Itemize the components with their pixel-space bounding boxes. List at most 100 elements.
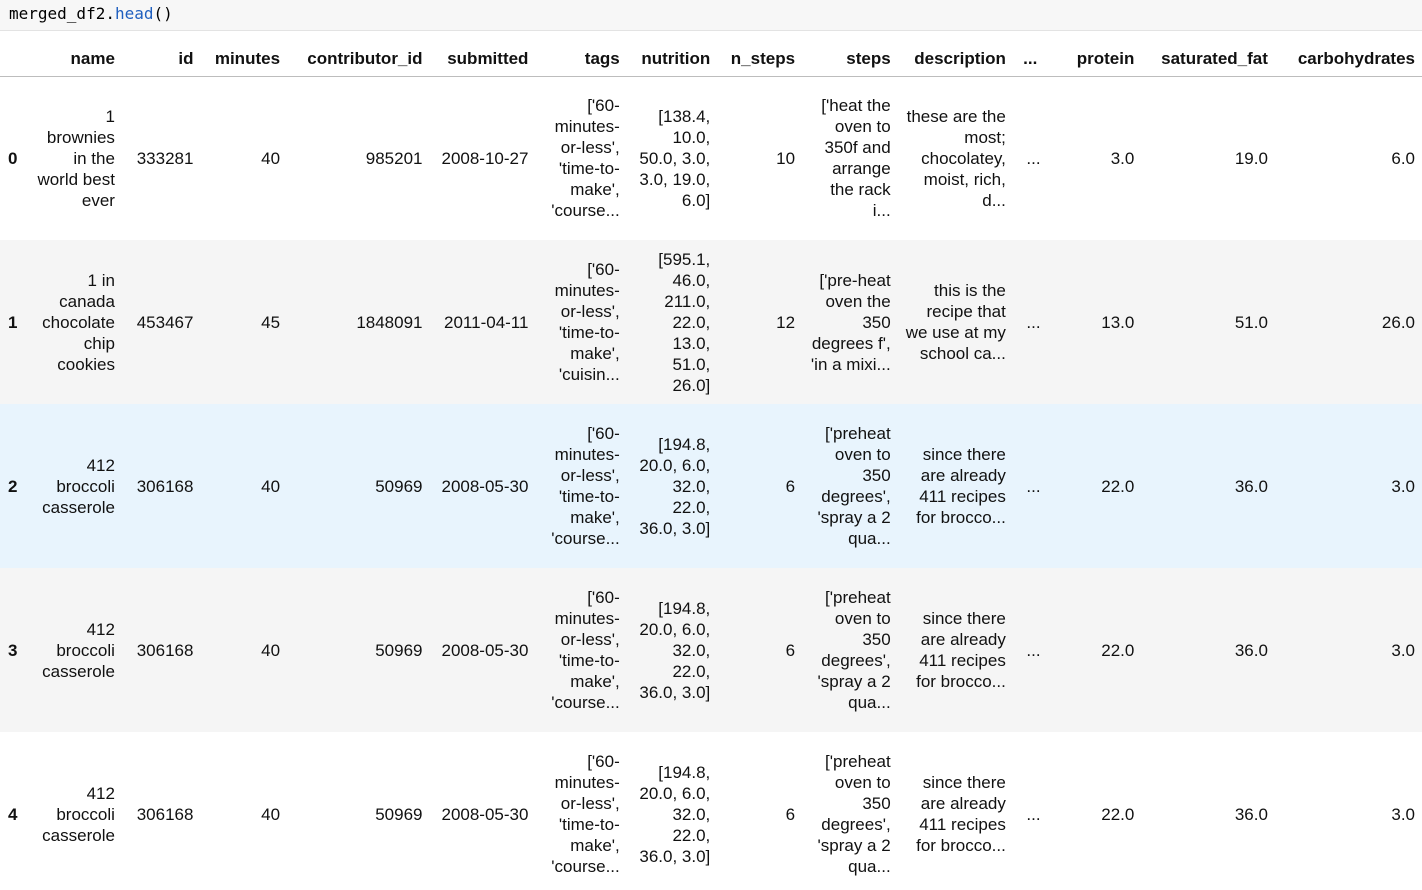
cell-steps: ['preheat oven to 350 degrees', 'spray a… [817, 752, 891, 876]
cell-id: 306168 [136, 476, 194, 496]
cell-description: since there are already 411 recipes for … [916, 773, 1006, 855]
cell-carbohydrates: 3.0 [1391, 476, 1415, 496]
cell-name: 1 brownies in the world best ever [37, 106, 115, 210]
column-header-minutes: minutes [200, 42, 288, 77]
cell-minutes: 40 [261, 476, 281, 496]
cell-submitted: 2011-04-11 [444, 312, 529, 332]
cell-description: this is the recipe that we use at my sch… [905, 281, 1006, 363]
row-index: 4 [8, 804, 18, 824]
cell-contributor-id: 50969 [375, 476, 423, 496]
column-header-n-steps: n_steps [717, 42, 803, 77]
table-row: 2 412 broccoli casserole 306168 40 50969… [0, 404, 1422, 568]
cell-ellipsis: ... [1026, 804, 1041, 824]
row-index: 2 [8, 476, 18, 496]
header-row: name id minutes contributor_id submitted… [0, 42, 1422, 77]
cell-ellipsis: ... [1026, 640, 1041, 660]
cell-steps: ['preheat oven to 350 degrees', 'spray a… [817, 588, 891, 712]
cell-tags: ['60-minutes-or-less', 'time-to-make', '… [554, 260, 620, 384]
column-header-name: name [27, 42, 122, 77]
cell-submitted: 2008-05-30 [441, 640, 529, 660]
cell-steps: ['heat the oven to 350f and arrange the … [821, 96, 891, 221]
column-header-ellipsis: ... [1012, 42, 1048, 77]
row-index: 1 [8, 312, 18, 332]
code-parens: () [153, 4, 173, 23]
dataframe-table: name id minutes contributor_id submitted… [0, 42, 1422, 890]
cell-n-steps: 6 [785, 476, 796, 496]
cell-id: 333281 [136, 148, 194, 168]
cell-protein: 13.0 [1101, 312, 1135, 332]
row-index: 0 [8, 148, 18, 168]
cell-nutrition: [194.8, 20.0, 6.0, 32.0, 22.0, 36.0, 3.0… [639, 434, 711, 538]
column-header-carbohydrates: carbohydrates [1274, 42, 1422, 77]
column-header-description: description [897, 42, 1013, 77]
cell-description: these are the most; chocolatey, moist, r… [906, 106, 1006, 210]
cell-ellipsis: ... [1026, 148, 1041, 168]
cell-carbohydrates: 6.0 [1391, 148, 1415, 168]
cell-minutes: 40 [261, 804, 281, 824]
cell-n-steps: 6 [785, 804, 796, 824]
cell-ellipsis: ... [1026, 476, 1041, 496]
cell-tags: ['60-minutes-or-less', 'time-to-make', '… [551, 424, 620, 548]
cell-contributor-id: 985201 [365, 148, 423, 168]
cell-contributor-id: 50969 [375, 640, 423, 660]
code-method: head [114, 4, 154, 23]
column-header-protein: protein [1047, 42, 1142, 77]
cell-ellipsis: ... [1026, 312, 1041, 332]
column-header-tags: tags [535, 42, 627, 77]
cell-tags: ['60-minutes-or-less', 'time-to-make', '… [551, 588, 620, 712]
cell-submitted: 2008-05-30 [441, 804, 529, 824]
column-header-saturated-fat: saturated_fat [1141, 42, 1275, 77]
cell-saturated-fat: 36.0 [1234, 640, 1268, 660]
code-object: merged_df2. [9, 4, 115, 23]
cell-saturated-fat: 51.0 [1234, 312, 1268, 332]
cell-id: 453467 [136, 312, 194, 332]
index-header [0, 42, 28, 77]
cell-steps: ['pre-heat oven the 350 degrees f', 'in … [810, 270, 891, 374]
cell-name: 412 broccoli casserole [42, 783, 115, 845]
cell-protein: 22.0 [1101, 640, 1135, 660]
column-header-nutrition: nutrition [626, 42, 718, 77]
code-cell-input[interactable]: merged_df2.head() [0, 0, 1422, 31]
dataframe-output: name id minutes contributor_id submitted… [0, 31, 1422, 890]
cell-nutrition: [138.4, 10.0, 50.0, 3.0, 3.0, 19.0, 6.0] [639, 106, 711, 210]
cell-carbohydrates: 3.0 [1391, 640, 1415, 660]
cell-name: 1 in canada chocolate chip cookies [42, 270, 115, 374]
table-row: 1 1 in canada chocolate chip cookies 453… [0, 240, 1422, 404]
table-row: 3 412 broccoli casserole 306168 40 50969… [0, 568, 1422, 732]
cell-saturated-fat: 36.0 [1234, 476, 1268, 496]
cell-carbohydrates: 26.0 [1381, 312, 1415, 332]
table-row: 4 412 broccoli casserole 306168 40 50969… [0, 732, 1422, 890]
cell-protein: 3.0 [1110, 148, 1135, 168]
cell-description: since there are already 411 recipes for … [916, 445, 1006, 527]
cell-minutes: 40 [261, 640, 281, 660]
cell-submitted: 2008-05-30 [441, 476, 529, 496]
column-header-id: id [121, 42, 201, 77]
cell-description: since there are already 411 recipes for … [916, 609, 1006, 691]
cell-steps: ['preheat oven to 350 degrees', 'spray a… [817, 424, 891, 548]
column-header-contributor-id: contributor_id [287, 42, 430, 77]
cell-protein: 22.0 [1101, 476, 1135, 496]
cell-id: 306168 [136, 640, 194, 660]
cell-tags: ['60-minutes-or-less', 'time-to-make', '… [551, 96, 620, 221]
cell-saturated-fat: 36.0 [1234, 804, 1268, 824]
cell-contributor-id: 50969 [375, 804, 423, 824]
cell-minutes: 45 [261, 312, 281, 332]
cell-name: 412 broccoli casserole [42, 455, 115, 517]
cell-name: 412 broccoli casserole [42, 619, 115, 681]
cell-nutrition: [194.8, 20.0, 6.0, 32.0, 22.0, 36.0, 3.0… [639, 762, 711, 866]
cell-protein: 22.0 [1101, 804, 1135, 824]
cell-id: 306168 [136, 804, 194, 824]
cell-n-steps: 6 [785, 640, 796, 660]
cell-n-steps: 10 [776, 148, 796, 168]
cell-submitted: 2008-10-27 [441, 148, 529, 168]
cell-saturated-fat: 19.0 [1234, 148, 1268, 168]
cell-carbohydrates: 3.0 [1391, 804, 1415, 824]
cell-tags: ['60-minutes-or-less', 'time-to-make', '… [551, 752, 620, 876]
column-header-submitted: submitted [429, 42, 536, 77]
cell-contributor-id: 1848091 [356, 312, 423, 332]
table-row: 0 1 brownies in the world best ever 3332… [0, 76, 1422, 240]
column-header-steps: steps [802, 42, 898, 77]
cell-n-steps: 12 [776, 312, 796, 332]
cell-nutrition: [595.1, 46.0, 211.0, 22.0, 13.0, 51.0, 2… [658, 249, 711, 395]
cell-nutrition: [194.8, 20.0, 6.0, 32.0, 22.0, 36.0, 3.0… [639, 598, 711, 702]
